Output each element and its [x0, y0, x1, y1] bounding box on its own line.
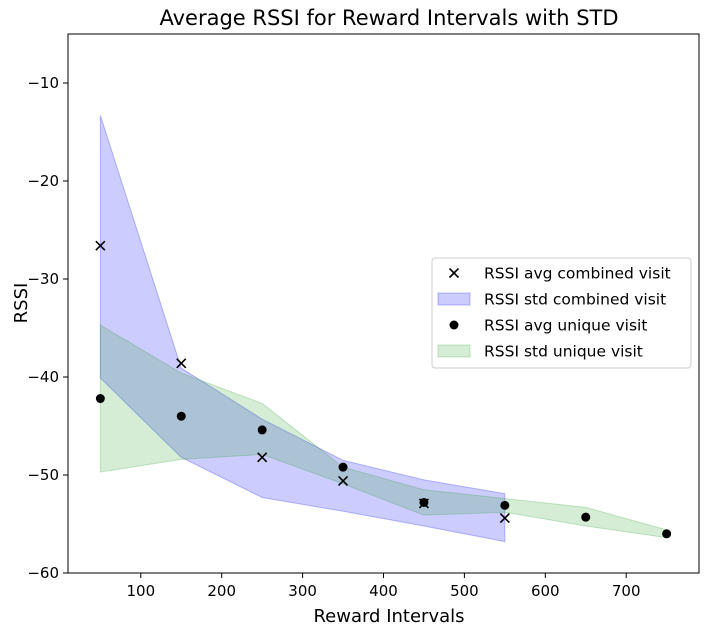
- x-tick-label-0: 100: [126, 582, 155, 600]
- y-axis-title: RSSI: [11, 283, 32, 324]
- legend-marker-2: [449, 320, 459, 330]
- legend-label-1: RSSI std combined visit: [484, 291, 666, 309]
- marker-dot-series-2-point-2: [257, 425, 267, 435]
- x-axis-title: Reward Intervals: [313, 606, 464, 627]
- x-tick-label-3: 400: [369, 582, 398, 600]
- legend-label-2: RSSI avg unique visit: [484, 317, 647, 335]
- x-tick-label-5: 600: [531, 582, 560, 600]
- y-tick-label-3: −30: [27, 270, 59, 288]
- marker-x-series-0-point-5: [499, 513, 510, 524]
- legend-swatch-1: [437, 292, 471, 306]
- x-tick-label-6: 700: [612, 582, 641, 600]
- y-axis-ticks: −60 −50 −40 −30 −20 −10: [27, 74, 68, 582]
- legend-swatch-3: [437, 344, 471, 358]
- marker-x-series-0-point-1: [176, 358, 187, 369]
- legend-marker-0: [448, 267, 460, 279]
- marker-dot-series-2-point-1: [176, 411, 186, 421]
- y-tick-label-2: −40: [27, 368, 59, 386]
- y-tick-label-1: −50: [27, 466, 59, 484]
- x-tick-label-4: 500: [450, 582, 479, 600]
- data-markers: [95, 240, 672, 539]
- marker-dot-series-2-point-5: [500, 500, 510, 510]
- chart-title: Average RSSI for Reward Intervals with S…: [159, 6, 618, 30]
- legend: RSSI avg combined visit RSSI std combined…: [431, 257, 692, 369]
- marker-x-series-0-point-3: [337, 475, 349, 486]
- x-tick-label-2: 300: [288, 582, 317, 600]
- y-tick-label-5: −10: [27, 74, 59, 92]
- legend-box: [431, 257, 692, 369]
- x-tick-label-1: 200: [207, 582, 236, 600]
- y-tick-label-0: −60: [27, 564, 59, 582]
- legend-label-0: RSSI avg combined visit: [484, 265, 671, 283]
- marker-x-series-0-point-0: [95, 240, 106, 251]
- std-band-series-1: [99, 115, 506, 543]
- y-tick-label-4: −20: [27, 172, 59, 190]
- marker-x-series-0-point-2: [257, 452, 268, 463]
- legend-label-3: RSSI std unique visit: [484, 343, 643, 361]
- marker-dot-series-2-point-6: [581, 512, 591, 522]
- marker-dot-series-2-point-4: [419, 497, 429, 507]
- marker-dot-series-2-point-3: [338, 462, 348, 472]
- marker-dot-series-2-point-7: [662, 529, 672, 539]
- marker-dot-series-2-point-0: [95, 394, 105, 404]
- std-bands: [99, 115, 668, 543]
- x-axis-ticks: 100 200 300 400 500 600 700: [126, 573, 641, 600]
